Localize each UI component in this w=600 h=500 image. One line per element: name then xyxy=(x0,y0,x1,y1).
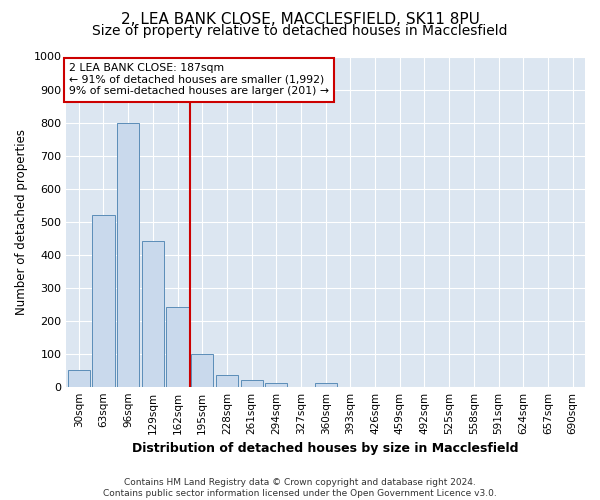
Text: 2, LEA BANK CLOSE, MACCLESFIELD, SK11 8PU: 2, LEA BANK CLOSE, MACCLESFIELD, SK11 8P… xyxy=(121,12,479,28)
Y-axis label: Number of detached properties: Number of detached properties xyxy=(15,128,28,314)
Bar xyxy=(241,380,263,386)
Bar xyxy=(92,215,115,386)
Bar xyxy=(142,242,164,386)
Bar xyxy=(68,370,90,386)
Text: Size of property relative to detached houses in Macclesfield: Size of property relative to detached ho… xyxy=(92,24,508,38)
Bar xyxy=(265,384,287,386)
Bar xyxy=(191,354,214,386)
Bar xyxy=(117,122,139,386)
Text: Contains HM Land Registry data © Crown copyright and database right 2024.
Contai: Contains HM Land Registry data © Crown c… xyxy=(103,478,497,498)
Bar xyxy=(314,384,337,386)
Text: 2 LEA BANK CLOSE: 187sqm
← 91% of detached houses are smaller (1,992)
9% of semi: 2 LEA BANK CLOSE: 187sqm ← 91% of detach… xyxy=(69,63,329,96)
Bar xyxy=(166,308,188,386)
Bar xyxy=(216,375,238,386)
X-axis label: Distribution of detached houses by size in Macclesfield: Distribution of detached houses by size … xyxy=(133,442,519,455)
